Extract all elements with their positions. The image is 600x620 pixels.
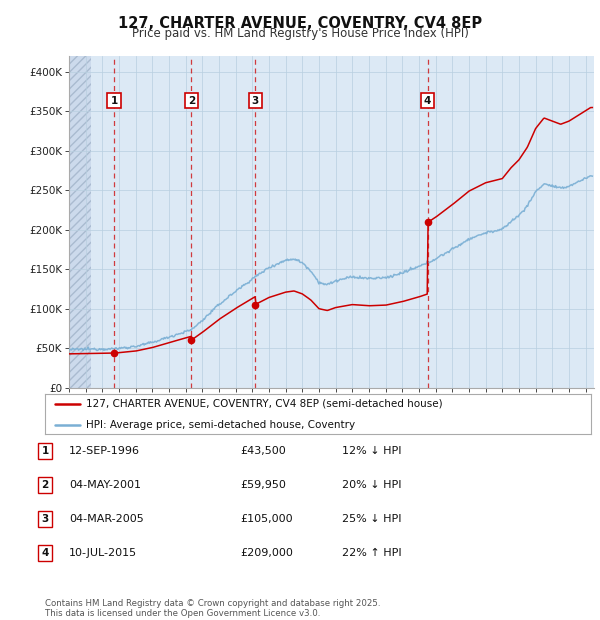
Text: 1: 1 [41,446,49,456]
Text: 22% ↑ HPI: 22% ↑ HPI [342,548,401,558]
Text: 25% ↓ HPI: 25% ↓ HPI [342,514,401,524]
Text: 12-SEP-1996: 12-SEP-1996 [69,446,140,456]
Text: £43,500: £43,500 [240,446,286,456]
Text: 3: 3 [251,95,259,105]
Text: 127, CHARTER AVENUE, COVENTRY, CV4 8EP (semi-detached house): 127, CHARTER AVENUE, COVENTRY, CV4 8EP (… [86,399,443,409]
Text: 04-MAR-2005: 04-MAR-2005 [69,514,144,524]
Text: £59,950: £59,950 [240,480,286,490]
Text: 04-MAY-2001: 04-MAY-2001 [69,480,141,490]
Text: Contains HM Land Registry data © Crown copyright and database right 2025.
This d: Contains HM Land Registry data © Crown c… [45,599,380,618]
Bar [69,56,91,388]
Text: £209,000: £209,000 [240,548,293,558]
Text: 10-JUL-2015: 10-JUL-2015 [69,548,137,558]
Text: 1: 1 [110,95,118,105]
Text: £105,000: £105,000 [240,514,293,524]
Text: Price paid vs. HM Land Registry's House Price Index (HPI): Price paid vs. HM Land Registry's House … [131,27,469,40]
Text: HPI: Average price, semi-detached house, Coventry: HPI: Average price, semi-detached house,… [86,420,355,430]
Text: 127, CHARTER AVENUE, COVENTRY, CV4 8EP: 127, CHARTER AVENUE, COVENTRY, CV4 8EP [118,16,482,30]
Text: 4: 4 [41,548,49,558]
Text: 2: 2 [188,95,195,105]
Text: 2: 2 [41,480,49,490]
Text: 4: 4 [424,95,431,105]
Text: 12% ↓ HPI: 12% ↓ HPI [342,446,401,456]
Text: 20% ↓ HPI: 20% ↓ HPI [342,480,401,490]
Text: 3: 3 [41,514,49,524]
Bar [69,56,91,388]
